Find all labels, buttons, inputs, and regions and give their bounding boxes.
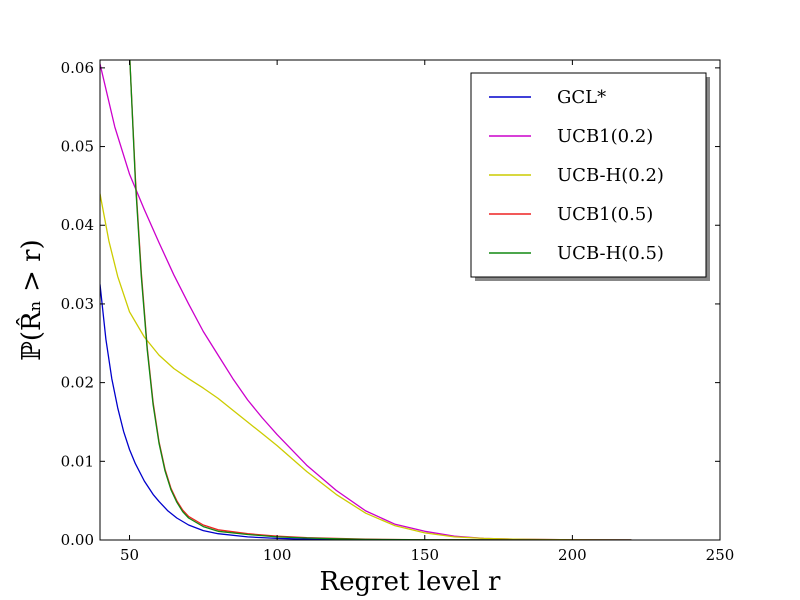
y-tick-label: 0.03 [61,295,94,313]
legend-label-4: UCB1(0.5) [557,204,653,225]
y-axis-label: ℙ(R̂ₙ > r) [16,239,47,360]
series-line-5 [129,60,632,540]
legend-label-5: UCB-H(0.5) [557,243,664,264]
y-tick-label: 0.02 [61,374,94,392]
x-tick-label: 200 [558,546,587,564]
legend-label-3: UCB-H(0.2) [557,165,664,186]
series-line-1 [100,284,632,540]
y-tick-label: 0.00 [61,531,94,549]
x-axis-label: Regret level r [320,567,501,597]
y-tick-label: 0.01 [61,452,94,470]
legend: GCL* UCB1(0.2) UCB-H(0.2) UCB1(0.5) UCB-H(0.… [470,72,710,281]
legend-label-2: UCB1(0.2) [557,126,653,147]
series-line-3 [100,193,632,540]
legend-label-1: GCL* [557,87,606,108]
x-tick-label: 100 [263,546,292,564]
x-tick-label: 250 [706,546,735,564]
ticks-layer: 50 100 150 200 250 0.00 0.01 0.02 0.03 0.04 0.05 0.… [61,59,735,564]
x-tick-label: 150 [410,546,439,564]
y-tick-label: 0.05 [61,138,94,156]
y-tick-label: 0.06 [61,59,94,77]
y-tick-label: 0.04 [61,216,94,234]
x-tick-label: 50 [120,546,139,564]
plot-frame [99,59,721,541]
